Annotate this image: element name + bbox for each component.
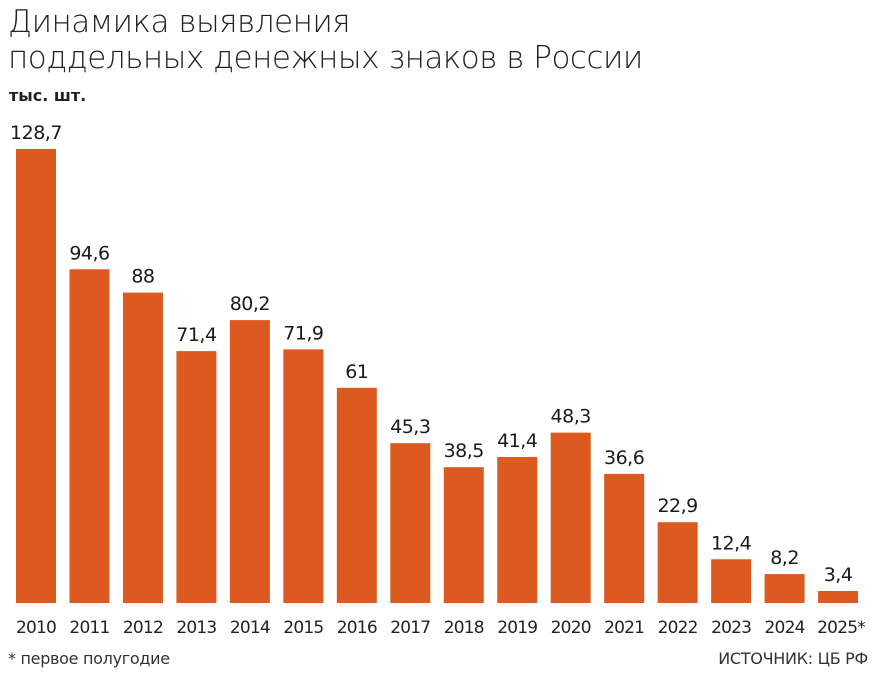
bar-2015 — [283, 349, 324, 603]
x-tick-label: 2019 — [497, 618, 537, 638]
x-tick-label: 2015 — [283, 618, 323, 638]
value-label: 71,4 — [176, 324, 217, 346]
bar-2021 — [604, 473, 645, 603]
x-tick-label: 2010 — [16, 618, 56, 638]
value-label: 8,2 — [770, 547, 799, 569]
value-label: 45,3 — [390, 416, 430, 438]
x-tick-label: 2025* — [817, 618, 865, 638]
bar-2020 — [550, 432, 591, 603]
x-tick-label: 2022 — [658, 618, 698, 638]
bar-2013 — [176, 351, 217, 603]
bar-2018 — [443, 467, 484, 603]
bar-2024 — [764, 574, 805, 603]
bar-2011 — [69, 269, 110, 603]
bar-2012 — [122, 292, 163, 603]
value-label: 41,4 — [497, 430, 538, 452]
y-axis-unit-label: тыс. шт. — [9, 86, 87, 105]
bar-2016 — [336, 387, 377, 603]
chart-title-line-2: поддельных денежных знаков в России — [8, 40, 643, 76]
x-tick-label: 2017 — [390, 618, 430, 638]
bar-2025 — [818, 591, 859, 603]
x-tick-label: 2013 — [176, 618, 216, 638]
x-tick-label: 2024 — [765, 618, 805, 638]
bar-2022 — [657, 522, 698, 603]
value-label: 3,4 — [824, 564, 853, 586]
value-label: 38,5 — [444, 440, 484, 462]
x-tick-label: 2020 — [551, 618, 591, 638]
x-tick-label: 2011 — [69, 618, 109, 638]
chart-title-line-1: Динамика выявления — [8, 4, 351, 40]
footnote: * первое полугодие — [8, 649, 170, 668]
value-label: 80,2 — [230, 293, 270, 315]
bar-2010 — [16, 149, 56, 603]
bar-2017 — [390, 443, 431, 603]
value-label: 94,6 — [69, 242, 109, 264]
x-tick-label: 2016 — [337, 618, 377, 638]
x-tick-label: 2018 — [444, 618, 484, 638]
bar-2023 — [711, 559, 752, 603]
value-label: 22,9 — [657, 495, 697, 517]
source-label: ИСТОЧНИК: ЦБ РФ — [718, 649, 868, 668]
value-label: 128,7 — [10, 122, 62, 144]
value-label: 48,3 — [551, 406, 591, 428]
value-label: 12,4 — [711, 532, 752, 554]
bar-2019 — [497, 456, 538, 603]
value-label: 88 — [131, 266, 154, 288]
value-label: 71,9 — [283, 322, 323, 344]
x-tick-label: 2023 — [711, 618, 751, 638]
value-label: 61 — [345, 361, 368, 383]
x-tick-label: 2014 — [230, 618, 270, 638]
bar-2014 — [229, 320, 270, 603]
x-tick-label: 2021 — [604, 618, 644, 638]
value-label: 36,6 — [604, 447, 644, 469]
x-tick-label: 2012 — [123, 618, 163, 638]
